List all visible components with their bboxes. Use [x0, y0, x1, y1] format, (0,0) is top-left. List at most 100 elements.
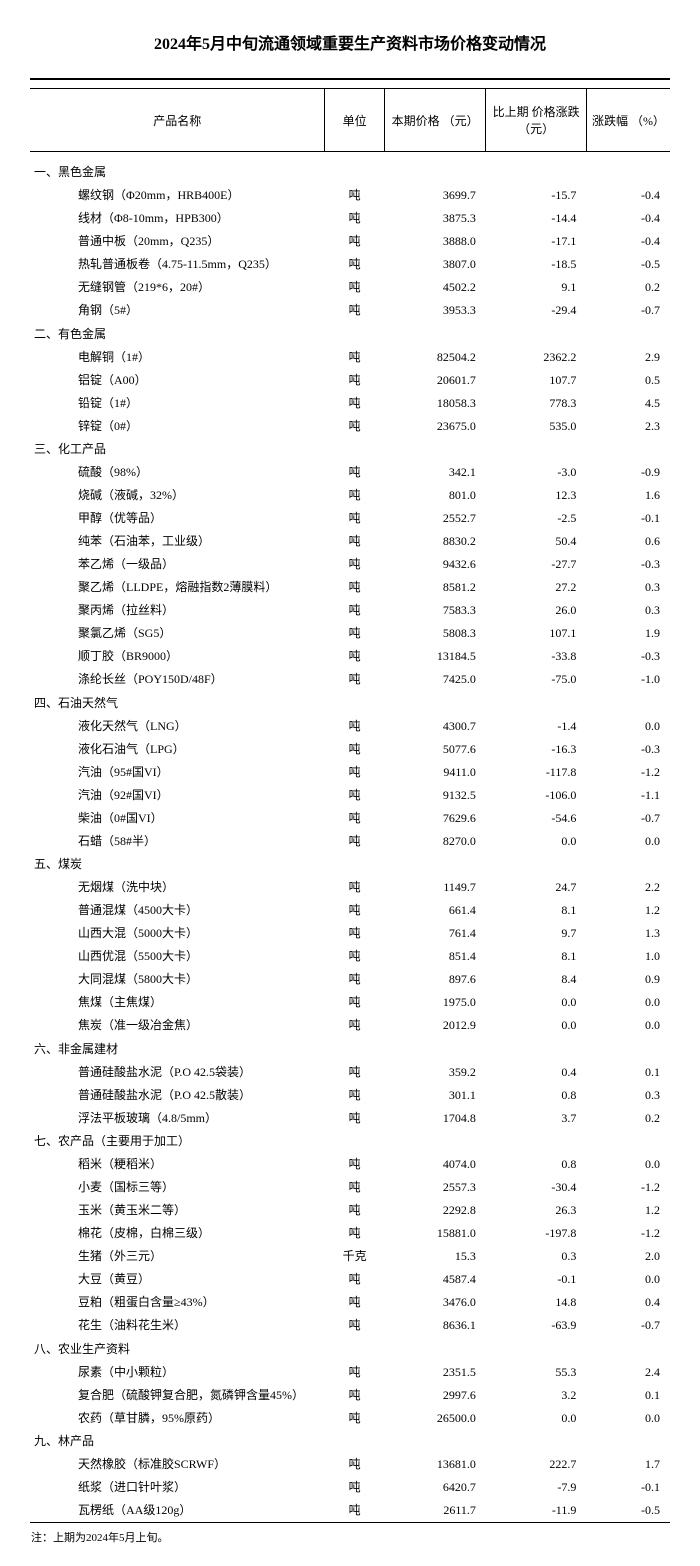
product-pct: 1.6: [586, 484, 670, 507]
product-pct: 0.0: [586, 1268, 670, 1291]
product-price: 359.2: [384, 1060, 486, 1083]
table-row: 角钢（5#）吨3953.3-29.4-0.7: [30, 299, 670, 322]
product-price: 15.3: [384, 1245, 486, 1268]
product-change: 0.4: [486, 1060, 586, 1083]
product-change: -3.0: [486, 461, 586, 484]
product-price: 8636.1: [384, 1314, 486, 1337]
section-title: 五、煤炭: [30, 852, 325, 876]
product-unit: 吨: [325, 1014, 384, 1037]
product-unit: 吨: [325, 299, 384, 322]
table-row: 涤纶长丝（POY150D/48F）吨7425.0-75.0-1.0: [30, 668, 670, 691]
table-row: 液化石油气（LPG）吨5077.6-16.3-0.3: [30, 737, 670, 760]
table-row: 石蜡（58#半）吨8270.00.00.0: [30, 829, 670, 852]
product-pct: 0.6: [586, 530, 670, 553]
table-row: 天然橡胶（标准胶SCRWF）吨13681.0222.71.7: [30, 1453, 670, 1476]
product-unit: 吨: [325, 414, 384, 437]
product-change: -27.7: [486, 553, 586, 576]
product-name: 硫酸（98%）: [30, 461, 325, 484]
product-unit: 吨: [325, 968, 384, 991]
product-change: 8.4: [486, 968, 586, 991]
product-unit: 吨: [325, 714, 384, 737]
product-price: 4502.2: [384, 276, 486, 299]
product-price: 897.6: [384, 968, 486, 991]
product-pct: -0.3: [586, 645, 670, 668]
table-row: 汽油（95#国VI）吨9411.0-117.8-1.2: [30, 760, 670, 783]
product-unit: 吨: [325, 1499, 384, 1523]
product-change: 0.3: [486, 1245, 586, 1268]
product-unit: 吨: [325, 184, 384, 207]
product-unit: 吨: [325, 737, 384, 760]
product-name: 顺丁胶（BR9000）: [30, 645, 325, 668]
product-name: 棉花（皮棉，白棉三级）: [30, 1222, 325, 1245]
table-row: 小麦（国标三等）吨2557.3-30.4-1.2: [30, 1176, 670, 1199]
product-unit: 吨: [325, 253, 384, 276]
footnote: 注：上期为2024年5月上旬。: [30, 1522, 670, 1546]
product-price: 15881.0: [384, 1222, 486, 1245]
col-change: 比上期 价格涨跌 （元）: [486, 89, 586, 152]
product-name: 纸浆（进口针叶浆）: [30, 1476, 325, 1499]
table-row: 生猪（外三元）千克15.30.32.0: [30, 1245, 670, 1268]
product-change: -15.7: [486, 184, 586, 207]
product-name: 山西大混（5000大卡）: [30, 922, 325, 945]
col-price: 本期价格 （元）: [384, 89, 486, 152]
product-price: 3875.3: [384, 207, 486, 230]
table-row: 甲醇（优等品）吨2552.7-2.5-0.1: [30, 507, 670, 530]
product-unit: 吨: [325, 1199, 384, 1222]
product-pct: 0.2: [586, 1106, 670, 1129]
section-title: 一、黑色金属: [30, 160, 325, 184]
product-pct: -0.3: [586, 553, 670, 576]
table-row: 焦煤（主焦煤）吨1975.00.00.0: [30, 991, 670, 1014]
product-pct: 0.2: [586, 276, 670, 299]
product-price: 8830.2: [384, 530, 486, 553]
page-title: 2024年5月中旬流通领域重要生产资料市场价格变动情况: [30, 30, 670, 54]
product-unit: 吨: [325, 1476, 384, 1499]
product-pct: 2.3: [586, 414, 670, 437]
product-change: -14.4: [486, 207, 586, 230]
product-unit: 吨: [325, 230, 384, 253]
product-name: 稻米（粳稻米）: [30, 1153, 325, 1176]
table-row: 尿素（中小颗粒）吨2351.555.32.4: [30, 1360, 670, 1383]
product-unit: 吨: [325, 806, 384, 829]
product-unit: 吨: [325, 645, 384, 668]
product-price: 7629.6: [384, 806, 486, 829]
product-pct: 0.3: [586, 1083, 670, 1106]
product-unit: 吨: [325, 1406, 384, 1429]
table-row: 液化天然气（LNG）吨4300.7-1.40.0: [30, 714, 670, 737]
table-row: 纯苯（石油苯，工业级）吨8830.250.40.6: [30, 530, 670, 553]
product-price: 4074.0: [384, 1153, 486, 1176]
table-row: 山西优混（5500大卡）吨851.48.11.0: [30, 945, 670, 968]
product-name: 普通硅酸盐水泥（P.O 42.5袋装）: [30, 1060, 325, 1083]
product-name: 玉米（黄玉米二等）: [30, 1199, 325, 1222]
product-change: -197.8: [486, 1222, 586, 1245]
product-name: 复合肥（硫酸钾复合肥，氮磷钾含量45%）: [30, 1383, 325, 1406]
product-name: 山西优混（5500大卡）: [30, 945, 325, 968]
product-price: 2557.3: [384, 1176, 486, 1199]
product-pct: -0.7: [586, 806, 670, 829]
product-name: 浮法平板玻璃（4.8/5mm）: [30, 1106, 325, 1129]
product-pct: 2.0: [586, 1245, 670, 1268]
table-row: 顺丁胶（BR9000）吨13184.5-33.8-0.3: [30, 645, 670, 668]
product-pct: -0.4: [586, 230, 670, 253]
product-price: 5077.6: [384, 737, 486, 760]
product-price: 20601.7: [384, 368, 486, 391]
table-row: 聚氯乙烯（SG5）吨5808.3107.11.9: [30, 622, 670, 645]
product-unit: 吨: [325, 991, 384, 1014]
product-change: -1.4: [486, 714, 586, 737]
product-change: -75.0: [486, 668, 586, 691]
product-change: -18.5: [486, 253, 586, 276]
product-name: 豆粕（粗蛋白含量≥43%）: [30, 1291, 325, 1314]
product-name: 聚氯乙烯（SG5）: [30, 622, 325, 645]
col-pct: 涨跌幅 （%）: [586, 89, 670, 152]
product-name: 铅锭（1#）: [30, 391, 325, 414]
product-name: 铝锭（A00）: [30, 368, 325, 391]
table-row: 大同混煤（5800大卡）吨897.68.40.9: [30, 968, 670, 991]
product-name: 天然橡胶（标准胶SCRWF）: [30, 1453, 325, 1476]
section-title: 九、林产品: [30, 1429, 325, 1453]
section-title: 二、有色金属: [30, 322, 325, 346]
table-row: 山西大混（5000大卡）吨761.49.71.3: [30, 922, 670, 945]
product-name: 大同混煤（5800大卡）: [30, 968, 325, 991]
product-price: 661.4: [384, 899, 486, 922]
product-change: -0.1: [486, 1268, 586, 1291]
product-price: 3476.0: [384, 1291, 486, 1314]
table-row: 无烟煤（洗中块）吨1149.724.72.2: [30, 876, 670, 899]
